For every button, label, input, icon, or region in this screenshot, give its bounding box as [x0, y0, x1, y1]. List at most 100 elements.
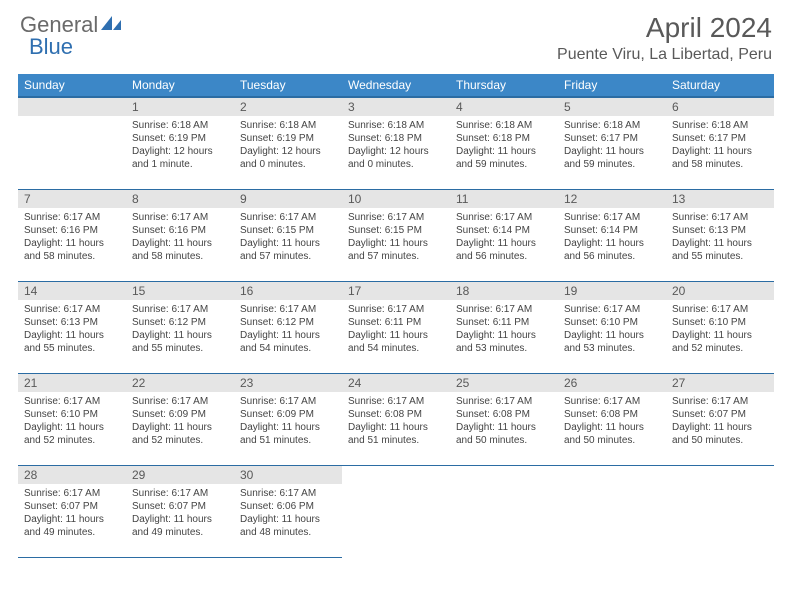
sunrise-text: Sunrise: 6:18 AM [348, 119, 444, 132]
day-number: 21 [18, 374, 126, 392]
daylight-text: Daylight: 12 hours and 1 minute. [132, 145, 228, 171]
daylight-text: Daylight: 11 hours and 50 minutes. [456, 421, 552, 447]
calendar-cell: 5Sunrise: 6:18 AMSunset: 6:17 PMDaylight… [558, 97, 666, 189]
title-block: April 2024 Puente Viru, La Libertad, Per… [557, 12, 772, 64]
daylight-text: Daylight: 11 hours and 49 minutes. [132, 513, 228, 539]
sunrise-text: Sunrise: 6:17 AM [564, 395, 660, 408]
day-details: Sunrise: 6:17 AMSunset: 6:12 PMDaylight:… [126, 300, 234, 357]
day-details: Sunrise: 6:17 AMSunset: 6:14 PMDaylight:… [558, 208, 666, 265]
day-details: Sunrise: 6:17 AMSunset: 6:10 PMDaylight:… [558, 300, 666, 357]
day-details: Sunrise: 6:17 AMSunset: 6:07 PMDaylight:… [18, 484, 126, 541]
day-number: 17 [342, 282, 450, 300]
daylight-text: Daylight: 11 hours and 59 minutes. [564, 145, 660, 171]
sunrise-text: Sunrise: 6:17 AM [240, 487, 336, 500]
sunrise-text: Sunrise: 6:17 AM [24, 211, 120, 224]
sunrise-text: Sunrise: 6:17 AM [132, 487, 228, 500]
sunset-text: Sunset: 6:12 PM [240, 316, 336, 329]
day-number: 23 [234, 374, 342, 392]
day-details: Sunrise: 6:17 AMSunset: 6:10 PMDaylight:… [666, 300, 774, 357]
calendar-row: 7Sunrise: 6:17 AMSunset: 6:16 PMDaylight… [18, 189, 774, 281]
sunset-text: Sunset: 6:12 PM [132, 316, 228, 329]
calendar-cell: 11Sunrise: 6:17 AMSunset: 6:14 PMDayligh… [450, 189, 558, 281]
calendar-cell: 3 Sunrise: 6:18 AMSunset: 6:18 PMDaylight… [342, 97, 450, 189]
weekday-header: Wednesday [342, 74, 450, 97]
logo-text-blue: Blue [29, 34, 73, 59]
sunset-text: Sunset: 6:08 PM [564, 408, 660, 421]
sunset-text: Sunset: 6:18 PM [348, 132, 444, 145]
day-number: 30 [234, 466, 342, 484]
day-details: Sunrise: 6:17 AMSunset: 6:11 PMDaylight:… [450, 300, 558, 357]
sunset-text: Sunset: 6:16 PM [132, 224, 228, 237]
daylight-text: Daylight: 11 hours and 49 minutes. [24, 513, 120, 539]
sunset-text: Sunset: 6:10 PM [564, 316, 660, 329]
sunrise-text: Sunrise: 6:18 AM [132, 119, 228, 132]
sunset-text: Sunset: 6:18 PM [456, 132, 552, 145]
day-details: Sunrise: 6:18 AMSunset: 6:17 PMDaylight:… [666, 116, 774, 173]
day-number: 18 [450, 282, 558, 300]
day-number: 20 [666, 282, 774, 300]
weekday-header: Monday [126, 74, 234, 97]
calendar-cell: 23Sunrise: 6:17 AMSunset: 6:09 PMDayligh… [234, 373, 342, 465]
sunset-text: Sunset: 6:15 PM [240, 224, 336, 237]
sunrise-text: Sunrise: 6:17 AM [348, 395, 444, 408]
calendar-row: 1Sunrise: 6:18 AMSunset: 6:19 PMDaylight… [18, 97, 774, 189]
day-details: Sunrise: 6:17 AMSunset: 6:15 PMDaylight:… [234, 208, 342, 265]
calendar-cell [342, 465, 450, 557]
daylight-text: Daylight: 11 hours and 52 minutes. [132, 421, 228, 447]
sunrise-text: Sunrise: 6:17 AM [132, 395, 228, 408]
day-details: Sunrise: 6:17 AMSunset: 6:16 PMDaylight:… [126, 208, 234, 265]
calendar-cell: 18Sunrise: 6:17 AMSunset: 6:11 PMDayligh… [450, 281, 558, 373]
daylight-text: Daylight: 11 hours and 53 minutes. [564, 329, 660, 355]
daylight-text: Daylight: 11 hours and 58 minutes. [24, 237, 120, 263]
day-number: 27 [666, 374, 774, 392]
day-number: 6 [666, 98, 774, 116]
logo-text-blue-wrap: Blue [29, 34, 73, 60]
sunrise-text: Sunrise: 6:17 AM [132, 211, 228, 224]
sunset-text: Sunset: 6:09 PM [240, 408, 336, 421]
sunrise-text: Sunrise: 6:17 AM [564, 211, 660, 224]
daylight-text: Daylight: 11 hours and 57 minutes. [348, 237, 444, 263]
day-number: 12 [558, 190, 666, 208]
calendar-cell: 21Sunrise: 6:17 AMSunset: 6:10 PMDayligh… [18, 373, 126, 465]
sunset-text: Sunset: 6:19 PM [132, 132, 228, 145]
sunset-text: Sunset: 6:11 PM [456, 316, 552, 329]
calendar-cell: 4Sunrise: 6:18 AMSunset: 6:18 PMDaylight… [450, 97, 558, 189]
day-details: Sunrise: 6:17 AMSunset: 6:14 PMDaylight:… [450, 208, 558, 265]
day-details: Sunrise: 6:17 AMSunset: 6:08 PMDaylight:… [342, 392, 450, 449]
calendar-cell: 12Sunrise: 6:17 AMSunset: 6:14 PMDayligh… [558, 189, 666, 281]
sunrise-text: Sunrise: 6:18 AM [672, 119, 768, 132]
day-number: 25 [450, 374, 558, 392]
day-details: Sunrise: 6:17 AMSunset: 6:15 PMDaylight:… [342, 208, 450, 265]
calendar-header-row: SundayMondayTuesdayWednesdayThursdayFrid… [18, 74, 774, 97]
calendar-cell: 13Sunrise: 6:17 AMSunset: 6:13 PMDayligh… [666, 189, 774, 281]
sunrise-text: Sunrise: 6:17 AM [672, 303, 768, 316]
calendar-cell: 20Sunrise: 6:17 AMSunset: 6:10 PMDayligh… [666, 281, 774, 373]
day-details: Sunrise: 6:17 AMSunset: 6:08 PMDaylight:… [558, 392, 666, 449]
sunrise-text: Sunrise: 6:18 AM [564, 119, 660, 132]
day-number: 24 [342, 374, 450, 392]
sunset-text: Sunset: 6:07 PM [24, 500, 120, 513]
calendar-cell: 22Sunrise: 6:17 AMSunset: 6:09 PMDayligh… [126, 373, 234, 465]
daylight-text: Daylight: 11 hours and 57 minutes. [240, 237, 336, 263]
daylight-text: Daylight: 11 hours and 56 minutes. [564, 237, 660, 263]
sunrise-text: Sunrise: 6:17 AM [348, 211, 444, 224]
daylight-text: Daylight: 11 hours and 51 minutes. [240, 421, 336, 447]
sunset-text: Sunset: 6:17 PM [672, 132, 768, 145]
sunset-text: Sunset: 6:14 PM [456, 224, 552, 237]
daylight-text: Daylight: 11 hours and 58 minutes. [132, 237, 228, 263]
month-title: April 2024 [557, 12, 772, 44]
sunrise-text: Sunrise: 6:17 AM [240, 395, 336, 408]
daylight-text: Daylight: 11 hours and 59 minutes. [456, 145, 552, 171]
day-number: 19 [558, 282, 666, 300]
day-details: Sunrise: 6:17 AMSunset: 6:09 PMDaylight:… [234, 392, 342, 449]
day-number: 3 [342, 98, 450, 116]
day-number: 7 [18, 190, 126, 208]
daylight-text: Daylight: 12 hours and 0 minutes. [348, 145, 444, 171]
day-details: Sunrise: 6:17 AMSunset: 6:09 PMDaylight:… [126, 392, 234, 449]
calendar-cell: 6Sunrise: 6:18 AMSunset: 6:17 PMDaylight… [666, 97, 774, 189]
sunrise-text: Sunrise: 6:17 AM [564, 303, 660, 316]
calendar-cell: 14Sunrise: 6:17 AMSunset: 6:13 PMDayligh… [18, 281, 126, 373]
calendar-cell: 1Sunrise: 6:18 AMSunset: 6:19 PMDaylight… [126, 97, 234, 189]
location-subtitle: Puente Viru, La Libertad, Peru [557, 46, 772, 64]
header: General April 2024 Puente Viru, La Liber… [0, 0, 792, 68]
